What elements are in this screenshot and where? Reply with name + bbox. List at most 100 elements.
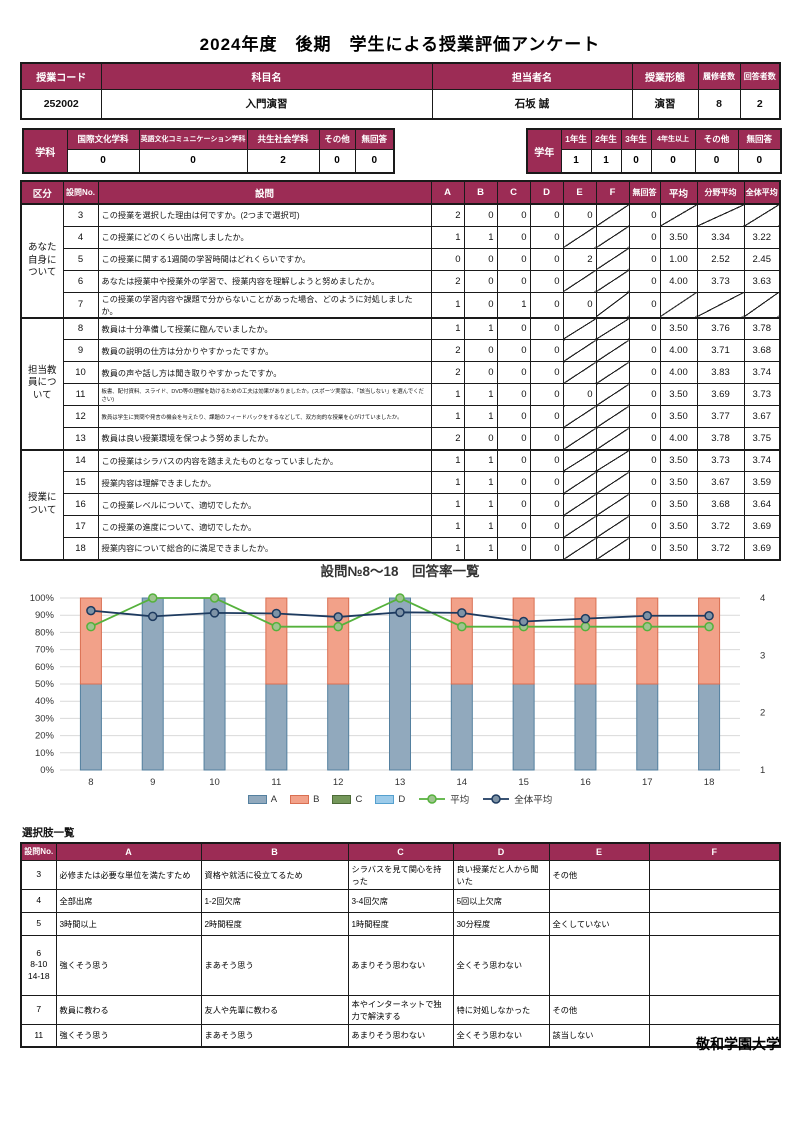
dept-count: 0 (318, 148, 356, 174)
field-average-value: 3.78 (696, 427, 745, 450)
option-text-c: 本やインターネットで独力で解決する (347, 994, 454, 1025)
question-no: 3 (62, 203, 99, 227)
bar-segment-a (79, 683, 102, 771)
overall-average-marker (147, 611, 158, 622)
bar-segment-b (79, 597, 102, 685)
field-average-value: 3.83 (696, 361, 745, 384)
count-c: 0 (496, 405, 531, 428)
legend-label: A (270, 793, 278, 805)
left-axis-label: 70% (35, 645, 55, 656)
count-c: 0 (496, 316, 531, 340)
field-average-value (696, 291, 745, 318)
options-no-header: 設問No. (20, 842, 57, 861)
question-no: 11 (62, 383, 99, 406)
count-b: 1 (463, 515, 498, 538)
count-d: 0 (529, 515, 564, 538)
legend-label: 全体平均 (514, 795, 553, 806)
chart-legend: A B C D 平均 全体平均 (0, 792, 800, 806)
right-axis-label: 2 (760, 708, 765, 719)
average-value: 3.50 (659, 537, 698, 560)
count-f (595, 247, 630, 271)
option-text-a: 全部出席 (55, 888, 202, 913)
question-no: 4 (62, 225, 99, 249)
overall-average-marker (642, 611, 653, 621)
overall-average-value: 3.78 (743, 316, 781, 340)
count-a: 1 (430, 493, 465, 516)
option-text-f (648, 934, 781, 996)
count-e (562, 339, 597, 362)
bar-segment-b (265, 597, 288, 685)
question-text: 教員の声や話し方は聞き取りやすかったですか。 (97, 361, 432, 384)
average-value: 1.00 (659, 247, 698, 271)
field-average-value: 3.72 (696, 537, 745, 560)
count-f (595, 383, 630, 406)
dept-col-header: 国際文化学科 (66, 128, 140, 150)
count-a: 1 (430, 383, 465, 406)
instructor-header: 担当者名 (431, 62, 633, 90)
average-value: 3.50 (659, 515, 698, 538)
year-col-header: 1年生 (560, 128, 592, 150)
overall-average-value: 3.73 (743, 383, 781, 406)
department-value-row: 0 0 2 0 0 (23, 148, 395, 174)
course-info-table: 授業コード 科目名 担当者名 授業形態 履修者数 回答者数 252002 入門演… (20, 62, 781, 120)
left-axis-label: 90% (35, 610, 55, 621)
dept-col-header: 共生社会学科 (246, 128, 320, 150)
average-value: 4.00 (659, 339, 698, 362)
average-marker (209, 593, 220, 603)
overall-average-marker (704, 611, 714, 621)
count-no-answer: 0 (628, 405, 661, 428)
average-value (659, 291, 698, 318)
bar-segment-a (203, 597, 226, 771)
question-text: 教員の説明の仕方は分かりやすかったですか。 (97, 339, 432, 362)
count-f (595, 339, 630, 362)
x-axis-label: 8 (88, 777, 93, 788)
overall-average-value: 3.74 (743, 361, 781, 384)
count-d: 0 (529, 291, 564, 318)
dept-count: 0 (354, 148, 395, 174)
option-text-b: 1-2回欠席 (200, 888, 349, 913)
question-row-11: 11 板書、配付資料、スライド、DVD等の理解を助けるための工夫は効果がありました… (21, 383, 781, 406)
choice-a-header: A (430, 180, 465, 205)
option-text-a: 3時間以上 (55, 911, 202, 936)
year-col-header: 4年生以上 (650, 128, 696, 150)
enrolled-count-header: 履修者数 (697, 62, 741, 90)
count-b: 1 (463, 225, 498, 249)
course-info-header-row: 授業コード 科目名 担当者名 授業形態 履修者数 回答者数 (20, 62, 781, 90)
overall-average-marker (580, 613, 591, 624)
x-axis-label: 12 (333, 777, 344, 788)
average-value: 3.50 (659, 405, 698, 428)
overall-average-value: 3.63 (743, 269, 781, 293)
field-average-value: 3.69 (696, 383, 745, 406)
option-text-d: 特に対処しなかった (452, 994, 550, 1025)
question-row-4: 4 この授業にどのくらい出席しましたか。 1 1 0 0 0 3.50 3.34 3.22 (21, 225, 781, 249)
respondent-count-value: 2 (739, 88, 781, 120)
average-value (659, 203, 698, 227)
left-axis-label: 0% (40, 765, 54, 776)
legend-label: D (398, 793, 406, 805)
question-no: 7 (62, 291, 99, 318)
bar-segment-a (389, 597, 411, 771)
overall-average-value: 3.22 (743, 225, 781, 249)
count-c: 0 (496, 537, 531, 560)
field-average-value: 3.72 (696, 515, 745, 538)
average-marker (395, 593, 405, 603)
question-row-7: 7 この授業の学習内容や課題で分からないことがあった場合、どのように対処しましたか… (21, 291, 781, 318)
count-d: 0 (529, 316, 564, 340)
course-format-value: 演習 (631, 88, 699, 120)
legend-marker (427, 794, 437, 804)
count-c: 0 (496, 269, 531, 293)
course-code-value: 252002 (20, 88, 102, 120)
bar-segment-b (636, 597, 659, 685)
average-marker (457, 621, 467, 632)
field-average-value: 3.71 (696, 339, 745, 362)
year-label: 学年 (526, 128, 562, 174)
count-e (562, 448, 597, 472)
year-header-row: 学年 1年生 2年生 3年生 4年生以上 その他 無回答 (526, 128, 782, 174)
options-row-6: 6 8-10 14-18 強くそう思う まあそう思う あまりそう思わない 全くそう思わな… (20, 934, 781, 996)
count-f (595, 537, 630, 560)
question-text: 板書、配付資料、スライド、DVD等の理解を助けるための工夫は効果がありましたか。… (97, 383, 432, 406)
options-f-header: F (648, 842, 781, 861)
question-no: 18 (62, 537, 99, 560)
year-count: 1 (560, 148, 592, 174)
